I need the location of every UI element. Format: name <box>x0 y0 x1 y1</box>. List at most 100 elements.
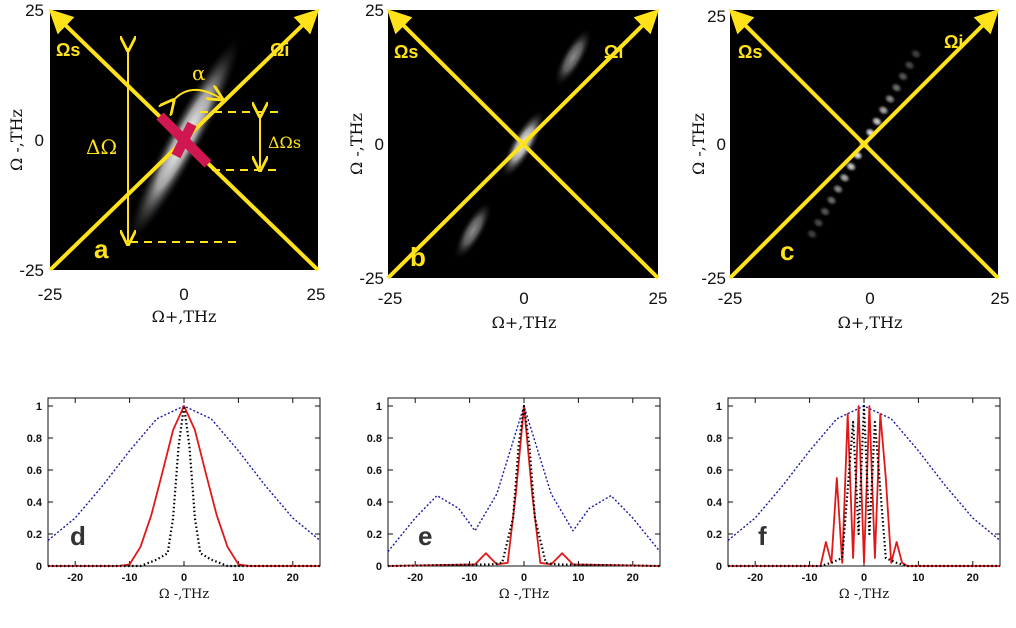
heatmap-c-fringe <box>844 160 858 173</box>
series-red-solid <box>48 405 320 567</box>
omega-s-label: Ωs <box>738 42 762 62</box>
y-tick-label: 0.6 <box>707 465 722 477</box>
b-xtick-left: -25 <box>378 289 403 308</box>
y-tick-label: 0.8 <box>367 433 382 445</box>
y-tick-label: 0.2 <box>707 529 722 541</box>
x-tick-label: -10 <box>462 572 478 584</box>
heatmap-c-fringe <box>837 171 852 184</box>
b-xtick-mid: 0 <box>519 289 528 308</box>
b-ylabel: Ω -,THz <box>347 113 366 175</box>
y-tick-label: 0.4 <box>27 497 43 509</box>
x-tick-label: 20 <box>967 572 979 584</box>
y-tick-label: 1 <box>36 401 42 413</box>
b-xtick-right: 25 <box>649 289 668 308</box>
omega-i-label: Ωi <box>944 32 963 52</box>
crosshair-short <box>171 121 197 159</box>
omega-i-label: Ωi <box>604 42 623 62</box>
b-ytick-bottom: -25 <box>359 269 384 288</box>
y-tick-label: 0.6 <box>27 465 42 477</box>
x-tick-label: -10 <box>802 572 818 584</box>
panel-label-a: a <box>94 234 109 264</box>
series-black-dotted <box>728 404 1000 568</box>
x-axis-label: Ω -,THz <box>159 587 209 602</box>
c-ytick-bottom: -25 <box>701 269 726 288</box>
x-axis-label: Ω -,THz <box>839 587 889 602</box>
omega-s-label: Ωs <box>394 42 418 62</box>
c-ytick-mid: 0 <box>717 135 726 154</box>
heatmap-c-fringe <box>902 59 917 72</box>
a-xtick-left: -25 <box>38 285 63 304</box>
y-tick-label: 0 <box>376 561 382 573</box>
heatmap-c-fringe <box>870 115 884 128</box>
a-xtick-mid: 0 <box>179 285 188 304</box>
x-tick-label: -10 <box>122 572 138 584</box>
c-ytick-top: 25 <box>707 7 726 26</box>
y-tick-label: 0 <box>36 561 42 573</box>
x-tick-label: 0 <box>181 572 187 584</box>
heatmap-c-fringe <box>896 70 910 83</box>
omega-i-axis-arrow <box>728 8 1000 280</box>
plot-frame <box>47 397 321 567</box>
heatmap-panel-c: Ωs Ωi c <box>728 8 1000 280</box>
heatmap-b-side-lobe-bottom <box>453 200 493 261</box>
panel-label-b: b <box>410 242 426 272</box>
a-ytick-top: 25 <box>25 1 44 20</box>
y-tick-label: 0 <box>716 561 722 573</box>
heatmap-c-fringe <box>876 104 891 117</box>
a-ytick-mid: 0 <box>35 131 44 150</box>
x-tick-label: 0 <box>521 572 527 584</box>
a-ytick-bottom: -25 <box>19 261 44 280</box>
heatmap-b-side-lobe-top <box>553 27 593 88</box>
omega-s-axis-arrow <box>386 8 660 280</box>
x-tick-label: 0 <box>861 572 867 584</box>
x-axis-label: Ω -,THz <box>499 587 549 602</box>
heatmap-c-fringe <box>831 183 845 195</box>
panel-label-c: c <box>780 236 794 266</box>
heatmap-c-fringe <box>805 228 819 240</box>
alpha-label: α <box>192 61 206 85</box>
x-tick-label: 10 <box>912 572 924 584</box>
a-ylabel: Ω -,THz <box>7 109 26 171</box>
x-tick-label: -20 <box>67 572 83 584</box>
y-tick-label: 1 <box>716 401 722 413</box>
a-xlabel: Ω+,THz <box>152 307 217 326</box>
x-tick-label: -20 <box>747 572 763 584</box>
b-xlabel: Ω+,THz <box>492 313 557 332</box>
line-plot-d: -20 -10 0 10 20 0 0.2 0.4 0.6 0.8 1 Ω -,THz d <box>27 397 321 602</box>
line-plot-f: -20 -10 0 10 20 0 0.2 0.4 0.6 0.8 1 Ω -,THz f <box>707 397 1001 602</box>
heatmap-c-fringe <box>909 48 923 60</box>
panel-label-e: e <box>418 521 432 551</box>
b-ytick-mid: 0 <box>375 135 384 154</box>
omega-i-axis-arrow <box>386 8 660 280</box>
c-xlabel: Ω+,THz <box>838 313 903 332</box>
omega-i-label: Ωi <box>270 40 289 60</box>
y-tick-label: 1 <box>376 401 382 413</box>
b-ytick-top: 25 <box>365 1 384 20</box>
x-tick-label: 20 <box>627 572 639 584</box>
omega-s-label: Ωs <box>56 40 80 60</box>
c-xtick-left: -25 <box>718 289 743 308</box>
heatmap-c-fringe <box>889 81 904 94</box>
c-xtick-mid: 0 <box>865 289 874 308</box>
plot-frame <box>387 397 661 567</box>
y-tick-label: 0.4 <box>367 497 383 509</box>
line-plot-e: -20 -10 0 10 20 0 0.2 0.4 0.6 0.8 1 Ω -,THz e <box>367 397 661 602</box>
c-ylabel: Ω -,THz <box>689 113 708 175</box>
heatmap-panel-a: α ΔΩ ΔΩs Ωs Ωi a <box>48 9 320 272</box>
y-tick-label: 0.4 <box>707 497 723 509</box>
y-tick-label: 0.6 <box>367 465 382 477</box>
x-tick-label: 20 <box>287 572 299 584</box>
panel-label-d: d <box>70 521 86 551</box>
heatmap-c-fringe <box>811 216 826 229</box>
series-black-dotted <box>387 404 661 568</box>
panel-label-f: f <box>758 521 767 551</box>
heatmap-panel-b: Ωs Ωi b <box>386 8 660 280</box>
omega-s-axis-arrow <box>728 8 1000 280</box>
delta-omega-label: ΔΩ <box>86 135 117 159</box>
alpha-arc <box>172 90 220 102</box>
y-tick-label: 0.8 <box>707 433 722 445</box>
y-tick-label: 0.2 <box>367 529 382 541</box>
a-xtick-right: 25 <box>307 285 326 304</box>
